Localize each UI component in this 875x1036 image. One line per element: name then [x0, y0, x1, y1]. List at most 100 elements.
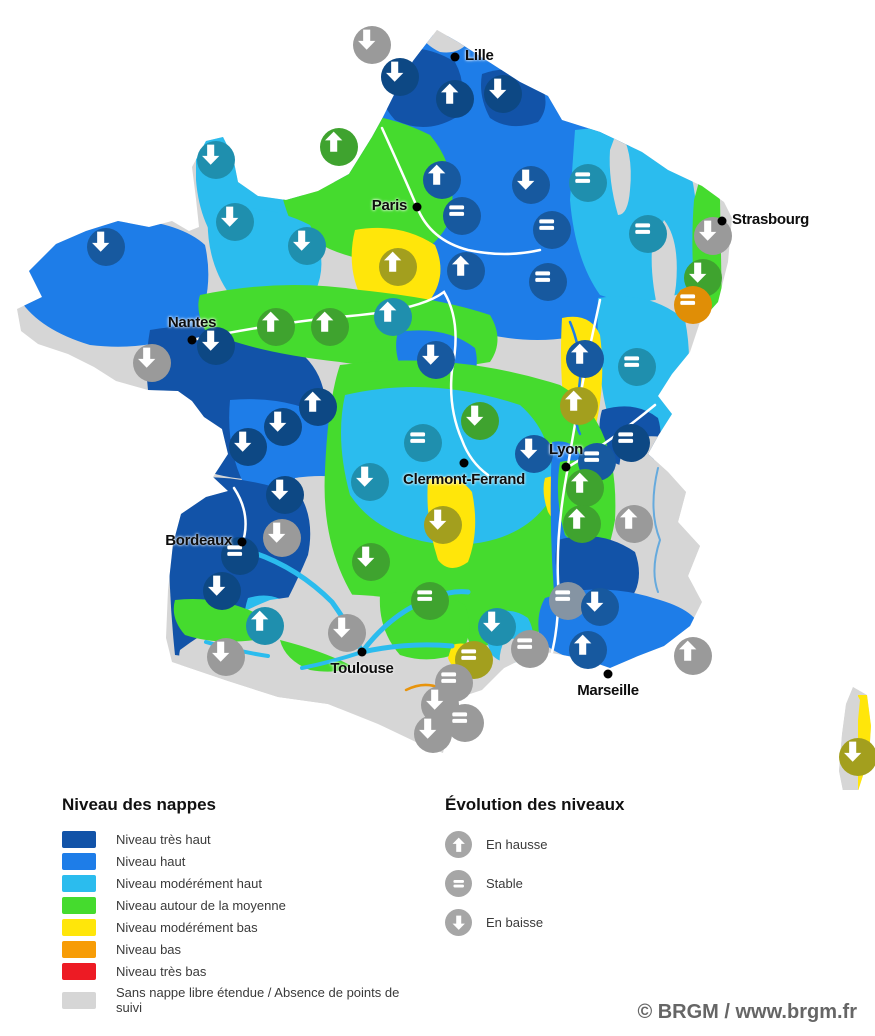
- trend-equals-marker: [404, 424, 442, 462]
- city-dot: [450, 52, 460, 62]
- city-label: Nantes: [167, 314, 217, 331]
- trend-equals-icon: [445, 870, 472, 897]
- legend-color-swatch: [62, 941, 96, 958]
- city-dot: [237, 537, 247, 547]
- legend-level-row: Niveau très haut: [62, 831, 422, 848]
- trend-down-marker: [288, 227, 326, 265]
- legend-evolution-row: Stable: [445, 870, 745, 897]
- trend-up-marker: [374, 298, 412, 336]
- legend-level-label: Niveau autour de la moyenne: [116, 898, 286, 913]
- trend-up-marker: [320, 128, 358, 166]
- trend-down-marker: [839, 738, 875, 776]
- city-dot: [561, 462, 571, 472]
- legend-color-swatch: [62, 919, 96, 936]
- trend-down-marker: [263, 519, 301, 557]
- legend-levels-title: Niveau des nappes: [62, 795, 217, 814]
- trend-down-marker: [264, 408, 302, 446]
- legend-evolution-items: En hausse Stable En baisse: [445, 831, 745, 936]
- copyright-notice: © BRGM / www.brgm.fr: [637, 1001, 857, 1023]
- legend-color-swatch: [62, 991, 96, 1009]
- legend-levels: Niveau des nappes Niveau très haut Niveau…: [62, 795, 422, 1020]
- city-dot: [357, 647, 367, 657]
- trend-down-marker: [197, 327, 235, 365]
- trend-equals-marker: [674, 286, 712, 324]
- trend-up-marker: [674, 637, 712, 675]
- legend-color-swatch: [62, 831, 96, 848]
- trend-up-marker: [436, 80, 474, 118]
- trend-up-marker: [447, 252, 485, 290]
- trend-down-marker: [216, 203, 254, 241]
- trend-equals-marker: [529, 263, 567, 301]
- legend-evolution: Évolution des niveaux En hausse Stable En …: [445, 795, 745, 948]
- city-label: Lille: [465, 47, 494, 64]
- trend-down-marker: [207, 638, 245, 676]
- trend-equals-marker: [569, 164, 607, 202]
- city-label: Bordeaux: [165, 532, 232, 549]
- trend-down-marker: [351, 463, 389, 501]
- legend-color-swatch: [62, 853, 96, 870]
- trend-up-marker: [423, 161, 461, 199]
- legend-level-row: Niveau bas: [62, 941, 422, 958]
- legend-evolution-row: En hausse: [445, 831, 745, 858]
- trend-down-marker: [484, 75, 522, 113]
- trend-up-marker: [379, 248, 417, 286]
- legend-level-label: Niveau haut: [116, 854, 186, 869]
- legend-evolution-label: Stable: [486, 876, 523, 891]
- trend-up-marker: [257, 308, 295, 346]
- legend-color-swatch: [62, 875, 96, 892]
- trend-down-marker: [203, 572, 241, 610]
- trend-up-marker: [566, 340, 604, 378]
- trend-equals-marker: [549, 582, 587, 620]
- legend-level-label: Niveau bas: [116, 942, 182, 957]
- trend-up-marker: [246, 607, 284, 645]
- trend-equals-marker: [533, 211, 571, 249]
- legend-level-label: Niveau modérément bas: [116, 920, 258, 935]
- trend-down-marker: [414, 715, 452, 753]
- trend-down-marker: [424, 506, 462, 544]
- legend-color-swatch: [62, 963, 96, 980]
- legend-level-label: Sans nappe libre étendue / Absence de po…: [116, 985, 400, 1015]
- city-dot: [412, 202, 422, 212]
- legend-level-row: Niveau modérément bas: [62, 919, 422, 936]
- trend-equals-marker: [612, 424, 650, 462]
- trend-up-marker: [311, 308, 349, 346]
- trend-up-icon: [445, 831, 472, 858]
- trend-down-marker: [417, 341, 455, 379]
- legend-level-row: Niveau très bas: [62, 963, 422, 980]
- city-dot: [717, 216, 727, 226]
- trend-down-marker: [694, 217, 732, 255]
- trend-equals-marker: [411, 582, 449, 620]
- trend-down-marker: [87, 228, 125, 266]
- trend-up-marker: [566, 469, 604, 507]
- legend-evolution-title: Évolution des niveaux: [445, 795, 625, 814]
- city-label: Paris: [371, 197, 408, 214]
- trend-equals-marker: [446, 704, 484, 742]
- trend-up-marker: [569, 631, 607, 669]
- legend-evolution-label: En baisse: [486, 915, 544, 930]
- city-label: Toulouse: [330, 660, 394, 677]
- trend-down-marker: [352, 543, 390, 581]
- city-dot: [459, 458, 469, 468]
- trend-down-marker: [515, 435, 553, 473]
- legend-level-row: Niveau modérément haut: [62, 875, 422, 892]
- legend-level-label: Niveau modérément haut: [116, 876, 262, 891]
- trend-down-marker: [328, 614, 366, 652]
- legend-level-row: Niveau autour de la moyenne: [62, 897, 422, 914]
- trend-equals-marker: [511, 630, 549, 668]
- legend-color-swatch: [62, 897, 96, 914]
- trend-equals-marker: [443, 197, 481, 235]
- trend-down-marker: [512, 166, 550, 204]
- city-dot: [187, 335, 197, 345]
- legend-levels-items: Niveau très haut Niveau haut Niveau modéré…: [62, 831, 422, 1015]
- legend-evolution-row: En baisse: [445, 909, 745, 936]
- trend-down-marker: [581, 588, 619, 626]
- city-label: Clermont-Ferrand: [403, 471, 525, 488]
- legend-level-label: Niveau très bas: [116, 964, 207, 979]
- trend-up-marker: [563, 505, 601, 543]
- france-groundwater-map: Lille Paris Strasbourg Nantes Lyon Clermont-F…: [17, 26, 875, 790]
- trend-up-marker: [560, 387, 598, 425]
- trend-up-marker: [615, 505, 653, 543]
- city-dot: [603, 669, 613, 679]
- legend-evolution-label: En hausse: [486, 837, 548, 852]
